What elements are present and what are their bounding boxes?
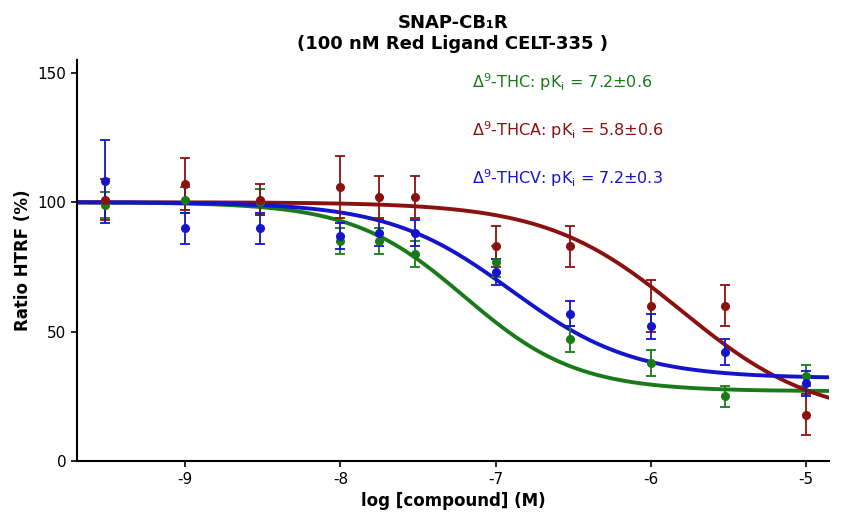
Text: $\Delta^9$-THCV: pK$_\mathregular{i}$ = 7.2±0.3: $\Delta^9$-THCV: pK$_\mathregular{i}$ = … [472,168,663,189]
Text: $\Delta^9$-THC: pK$_\mathregular{i}$ = 7.2±0.6: $\Delta^9$-THC: pK$_\mathregular{i}$ = 7… [472,71,652,93]
Title: SNAP-CB₁R
(100 nM Red Ligand CELT-335 ): SNAP-CB₁R (100 nM Red Ligand CELT-335 ) [298,14,609,53]
X-axis label: log [compound] (M): log [compound] (M) [361,492,545,510]
Text: $\Delta^9$-THCA: pK$_\mathregular{i}$ = 5.8±0.6: $\Delta^9$-THCA: pK$_\mathregular{i}$ = … [472,119,663,141]
Y-axis label: Ratio HTRF (%): Ratio HTRF (%) [13,190,32,331]
